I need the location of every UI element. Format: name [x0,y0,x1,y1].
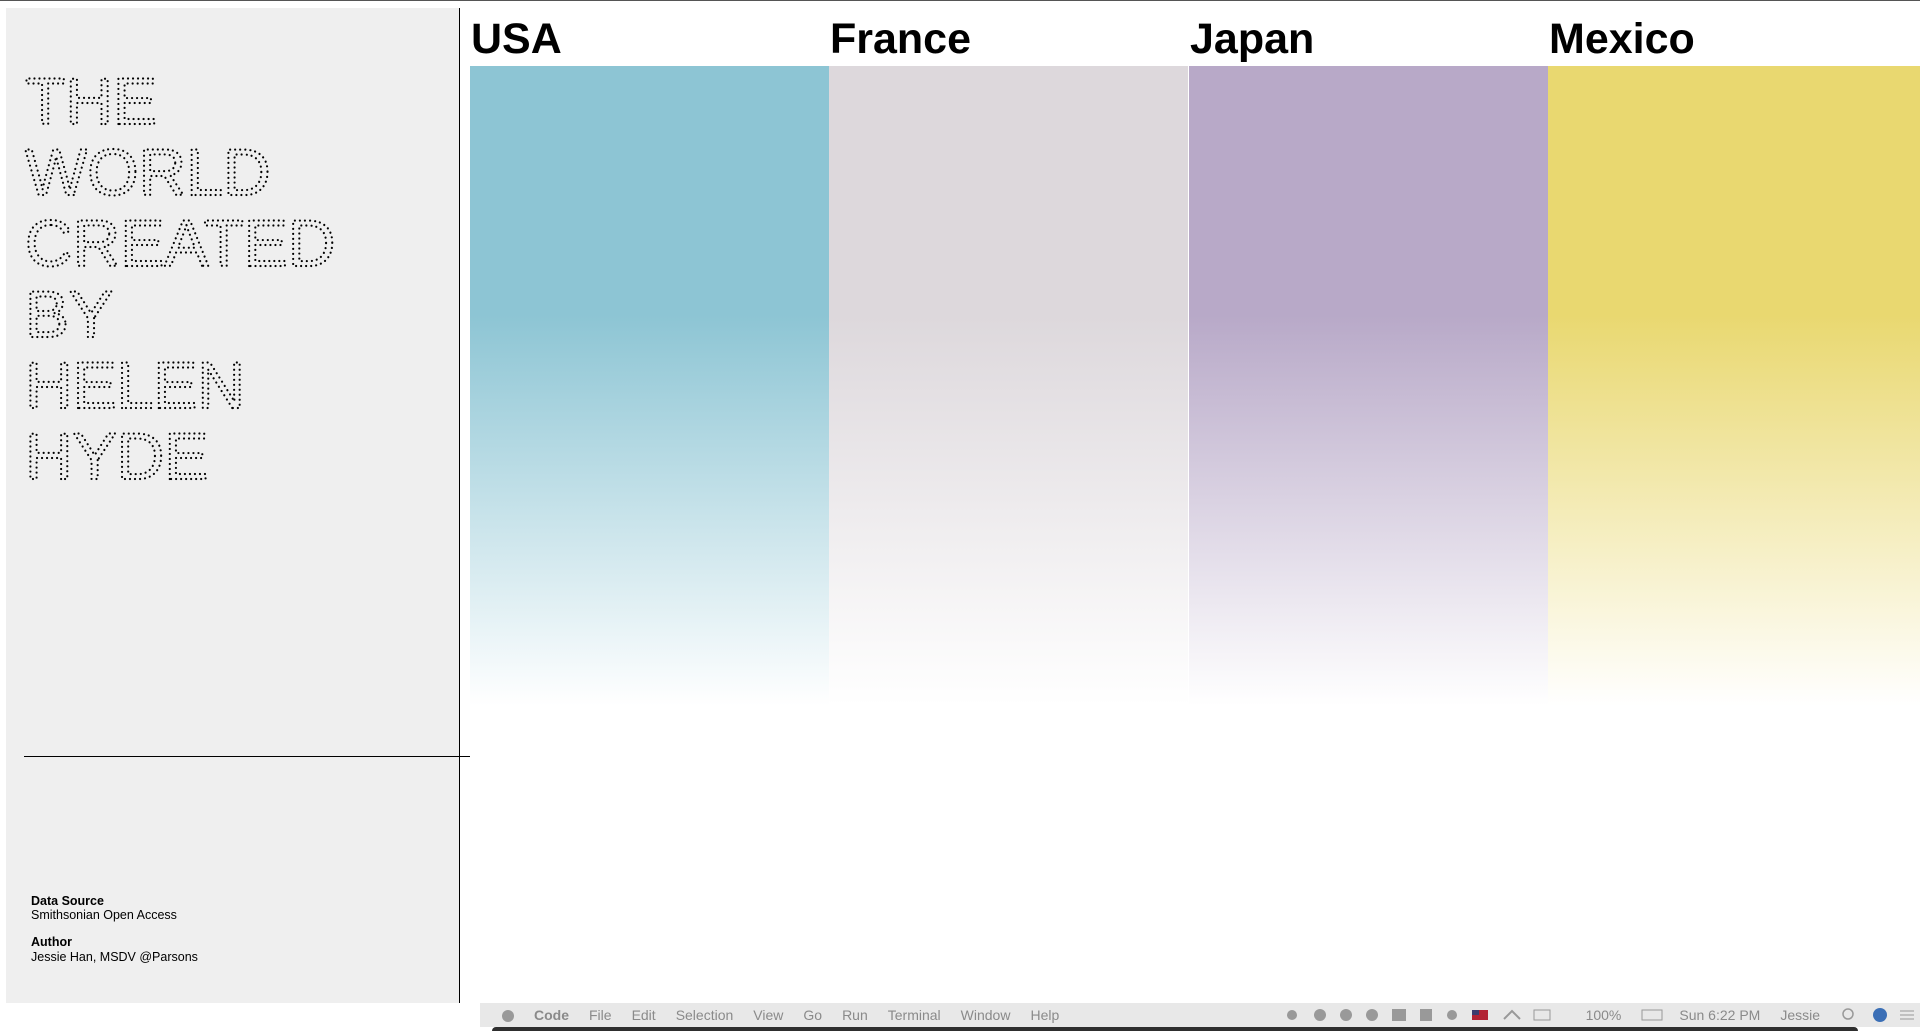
app-menu[interactable]: Code [534,1007,569,1023]
color-column [1548,66,1920,706]
menu-item[interactable]: Run [842,1007,868,1023]
author: Jessie Han, MSDV @Parsons [31,950,198,964]
author-label: Author [31,935,72,949]
label: Author [31,935,72,949]
menu-item[interactable]: Help [1030,1007,1060,1023]
title-line: CREATED [25,206,335,280]
battery-icon [1641,1009,1663,1021]
menu-item[interactable]: Go [803,1007,823,1023]
column-title[interactable]: France [830,15,972,63]
color-column [1189,66,1548,706]
menu-item[interactable]: File [589,1007,612,1023]
sidebar: THE WORLD CREATED BY HELEN HYDE Data Source S… [6,8,460,1003]
data-source-label: Data Source [31,894,104,908]
data-source: Smithsonian Open Access [31,908,177,922]
title-line: HELEN [25,348,245,422]
menu-item[interactable]: Terminal [887,1007,941,1023]
battery[interactable]: 100% [1585,1007,1622,1023]
tray-icons [1842,1008,1914,1022]
menu-left: Code File Edit Selection View Go Run Terminal W… [480,1007,1079,1023]
apple-icon[interactable] [500,1007,516,1023]
label: Data Source [31,894,104,908]
menu-item[interactable]: View [753,1007,784,1023]
menu-item[interactable]: Edit [631,1007,656,1023]
column-title[interactable]: Mexico [1549,15,1695,63]
menu-right: 100% Sun 6:22 PM Jessie [1282,1007,1920,1023]
title-line: WORLD [25,135,271,209]
column-title[interactable]: Japan [1190,15,1315,63]
title-line: BY [25,277,113,351]
title-line: THE [25,64,157,138]
color-column [470,66,829,706]
title-line: HYDE [25,419,208,493]
status-icons [1286,1009,1551,1021]
menu-item[interactable]: Selection [675,1007,734,1023]
color-column [829,66,1188,706]
menu-item[interactable]: Window [960,1007,1011,1023]
column-title[interactable]: USA [471,15,562,63]
user[interactable]: Jessie [1780,1007,1820,1023]
divider [24,756,470,757]
window-edge [492,1027,1858,1031]
clock[interactable]: Sun 6:22 PM [1679,1007,1761,1023]
menu-bar: Code File Edit Selection View Go Run Terminal W… [480,1003,1920,1027]
